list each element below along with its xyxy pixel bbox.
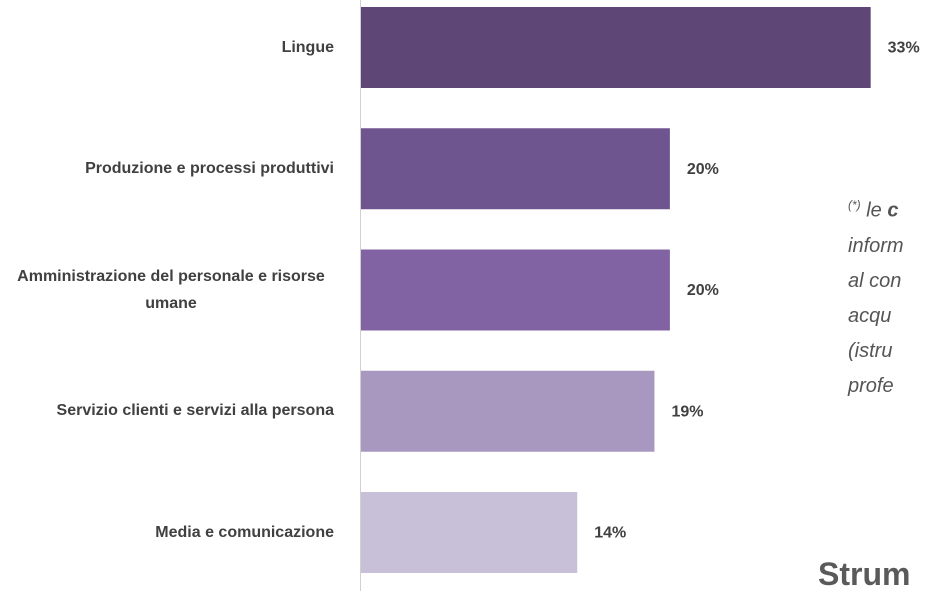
category-label-box: Servizio clienti e servizi alla persona bbox=[8, 371, 334, 451]
category-label-box: Media e comunicazione bbox=[8, 492, 334, 572]
value-label: 19% bbox=[671, 403, 703, 420]
footnote-line: inform bbox=[848, 234, 904, 257]
value-label: 33% bbox=[888, 40, 920, 57]
bar bbox=[361, 249, 670, 331]
footnote-marker: (*) bbox=[848, 198, 861, 212]
footnote-line: acqu bbox=[848, 304, 892, 327]
category-label-box: Produzione e processi produttivi bbox=[8, 128, 334, 208]
footnote-bold: c bbox=[887, 199, 899, 222]
category-label: Lingue bbox=[281, 38, 334, 56]
bar bbox=[361, 370, 655, 452]
footnote-line: (istru bbox=[848, 339, 893, 362]
footnote: (*) le c inform al con acqu (istru profe bbox=[848, 188, 904, 404]
category-label: Produzione e processi produttivi bbox=[85, 159, 334, 177]
footnote-line: profe bbox=[848, 374, 894, 397]
footnote-text: le bbox=[866, 199, 882, 222]
value-label: 20% bbox=[687, 282, 719, 299]
footnote-line: (*) le c bbox=[848, 188, 904, 229]
bar bbox=[361, 492, 578, 573]
value-label: 20% bbox=[687, 161, 719, 178]
category-label-box: Lingue bbox=[8, 7, 334, 87]
category-label: Amministrazione del personale e risorse … bbox=[17, 267, 325, 312]
category-label: Media e comunicazione bbox=[155, 523, 334, 541]
bar bbox=[361, 7, 871, 88]
category-label-box: Amministrazione del personale e risorse … bbox=[8, 250, 334, 330]
category-label: Servizio clienti e servizi alla persona bbox=[56, 402, 334, 420]
section-heading: Strum bbox=[818, 556, 911, 592]
bar bbox=[361, 128, 670, 210]
value-label: 14% bbox=[594, 525, 626, 542]
footnote-line: al con bbox=[848, 269, 902, 292]
